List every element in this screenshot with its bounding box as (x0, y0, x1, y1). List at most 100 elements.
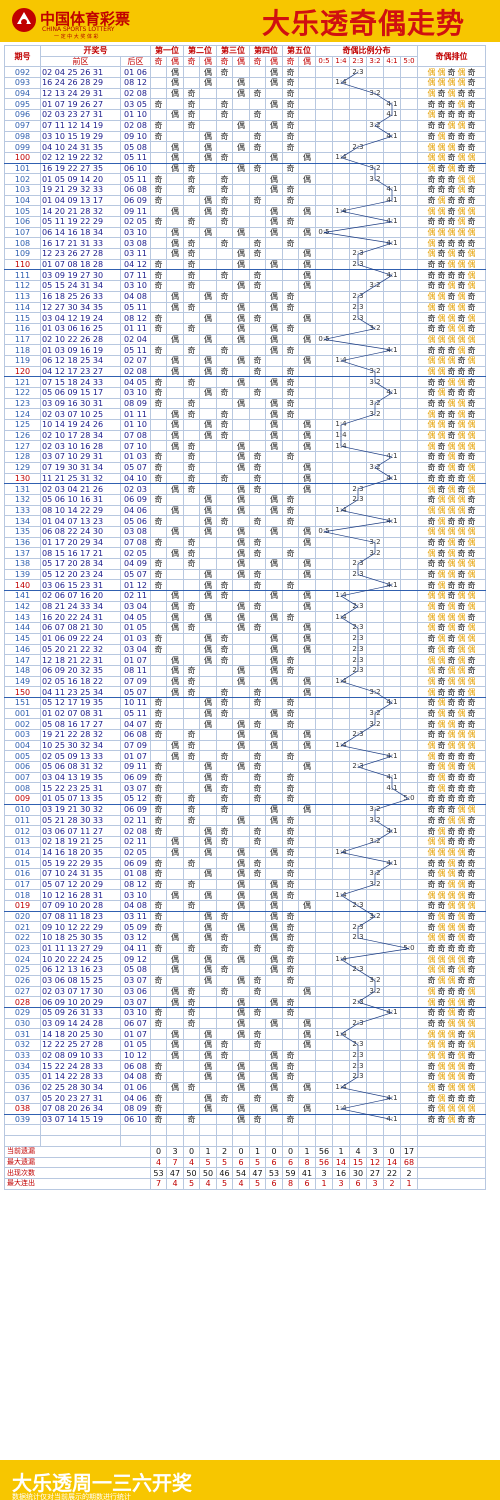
position-odd (282, 675, 299, 688)
stat-value: 0 (265, 1145, 283, 1158)
table-row: 039 03 07 14 15 19 06 10 奇奇偶奇奇 4:1 奇奇偶奇奇 (4, 1113, 486, 1126)
ratio-cell (400, 525, 418, 538)
position-odd: 奇 (282, 451, 299, 463)
position-even: 偶 (265, 739, 283, 752)
position-even (166, 1103, 184, 1115)
position-odd (150, 109, 167, 121)
position-odd: 奇 (216, 269, 233, 282)
position-odd: 奇 (216, 130, 233, 143)
ratio-cell (332, 344, 350, 356)
blank-cell (166, 1135, 184, 1147)
position-odd: 奇 (282, 953, 299, 966)
ratio-cell (315, 611, 333, 624)
position-odd: 奇 (150, 632, 167, 645)
ratio-cell: 2:3 (349, 643, 367, 656)
even-mark: 偶 (437, 591, 446, 601)
period-cell: 106 (4, 216, 41, 228)
even-mark: 偶 (437, 837, 446, 847)
position-odd: 奇 (183, 1017, 200, 1030)
front-numbers: 06 09 20 32 35 (40, 664, 121, 677)
position-odd: 奇 (282, 611, 299, 624)
pattern-cell: 偶偶奇奇偶 (417, 1038, 486, 1051)
odd-mark: 奇 (447, 110, 456, 120)
position-even: 偶 (166, 151, 184, 164)
front-numbers: 05 11 19 22 29 (40, 216, 121, 228)
back-numbers: 02 11 (120, 814, 151, 827)
position-even (298, 216, 316, 228)
ratio-cell (400, 750, 418, 763)
front-numbers: 05 15 24 31 34 (40, 280, 121, 292)
position-even (265, 483, 283, 495)
period-cell: 028 (4, 996, 41, 1008)
position-odd (183, 782, 200, 795)
back-numbers: 04 05 (120, 611, 151, 624)
position-odd: 奇 (282, 376, 299, 388)
ratio-cell: 2:3 (349, 493, 367, 506)
ratio-cell (366, 440, 384, 453)
ratio-cell (349, 1006, 367, 1019)
position-even (265, 985, 283, 998)
blank-cell (298, 1135, 316, 1147)
position-odd (282, 280, 299, 292)
back-numbers: 10 12 (120, 1049, 151, 1062)
ratio-cell (315, 515, 333, 527)
stat-value: 30 (349, 1167, 367, 1179)
position-odd (249, 504, 266, 517)
position-even: 偶 (265, 675, 283, 688)
position-even (166, 707, 184, 720)
period-cell: 134 (4, 515, 41, 527)
position-odd (249, 173, 266, 185)
back-numbers: 01 06 (120, 66, 151, 79)
position-odd (282, 333, 299, 346)
position-odd: 奇 (183, 280, 200, 292)
position-odd (183, 611, 200, 624)
even-mark: 偶 (457, 954, 466, 964)
stat-value: 50 (199, 1167, 217, 1179)
period-cell: 115 (4, 312, 41, 324)
ratio-cell (332, 761, 350, 773)
odd-mark: 奇 (427, 174, 436, 184)
ratio-cell (349, 675, 367, 688)
even-mark: 偶 (447, 869, 456, 879)
position-odd: 奇 (150, 472, 167, 485)
position-odd (183, 953, 200, 966)
position-odd (183, 579, 200, 592)
ratio-cell (400, 1071, 418, 1083)
odd-mark: 奇 (467, 858, 476, 868)
even-mark: 偶 (467, 805, 476, 815)
position-even: 偶 (265, 996, 283, 1008)
ratio-cell (332, 66, 350, 79)
odd-mark: 奇 (427, 452, 436, 462)
position-odd (150, 686, 167, 698)
even-mark: 偶 (437, 1029, 446, 1039)
odd-mark: 奇 (467, 847, 476, 857)
position-even: 偶 (199, 525, 217, 538)
position-even: 偶 (199, 354, 217, 367)
position-odd (150, 1028, 167, 1040)
table-row: 145 01 06 09 22 24 01 03 奇偶奇偶偶 2:3 奇偶奇偶偶 (4, 632, 486, 645)
position-even (298, 664, 316, 677)
back-numbers: 02 11 (120, 835, 151, 848)
position-odd (249, 344, 266, 356)
even-mark: 偶 (457, 409, 466, 419)
ratio-cell (400, 1006, 418, 1019)
table-row: 035 01 14 22 28 33 04 08 奇偶偶偶奇 2:3 奇偶偶偶奇 (4, 1071, 486, 1083)
position-even: 偶 (166, 77, 184, 89)
period-cell: 123 (4, 397, 41, 410)
front-numbers: 07 15 18 24 33 (40, 376, 121, 388)
ratio-cell (332, 547, 350, 559)
front-numbers: 03 19 21 30 32 (40, 803, 121, 816)
odd-mark: 奇 (467, 495, 476, 505)
position-odd: 奇 (150, 1092, 167, 1105)
position-odd: 奇 (150, 461, 167, 474)
table-row: 020 07 08 11 18 23 03 11 奇偶奇偶奇 3:2 奇偶奇偶奇 (4, 910, 486, 923)
position-even: 偶 (232, 1103, 250, 1115)
odd-mark: 奇 (437, 676, 446, 686)
position-even (232, 419, 250, 431)
position-even: 偶 (298, 173, 316, 185)
odd-mark: 奇 (437, 751, 446, 761)
position-odd (216, 867, 233, 880)
back-numbers: 06 09 (120, 803, 151, 816)
position-even (232, 1038, 250, 1051)
table-row: 124 02 03 07 10 25 01 11 偶奇奇偶奇 3:2 偶奇奇偶奇 (4, 408, 486, 421)
